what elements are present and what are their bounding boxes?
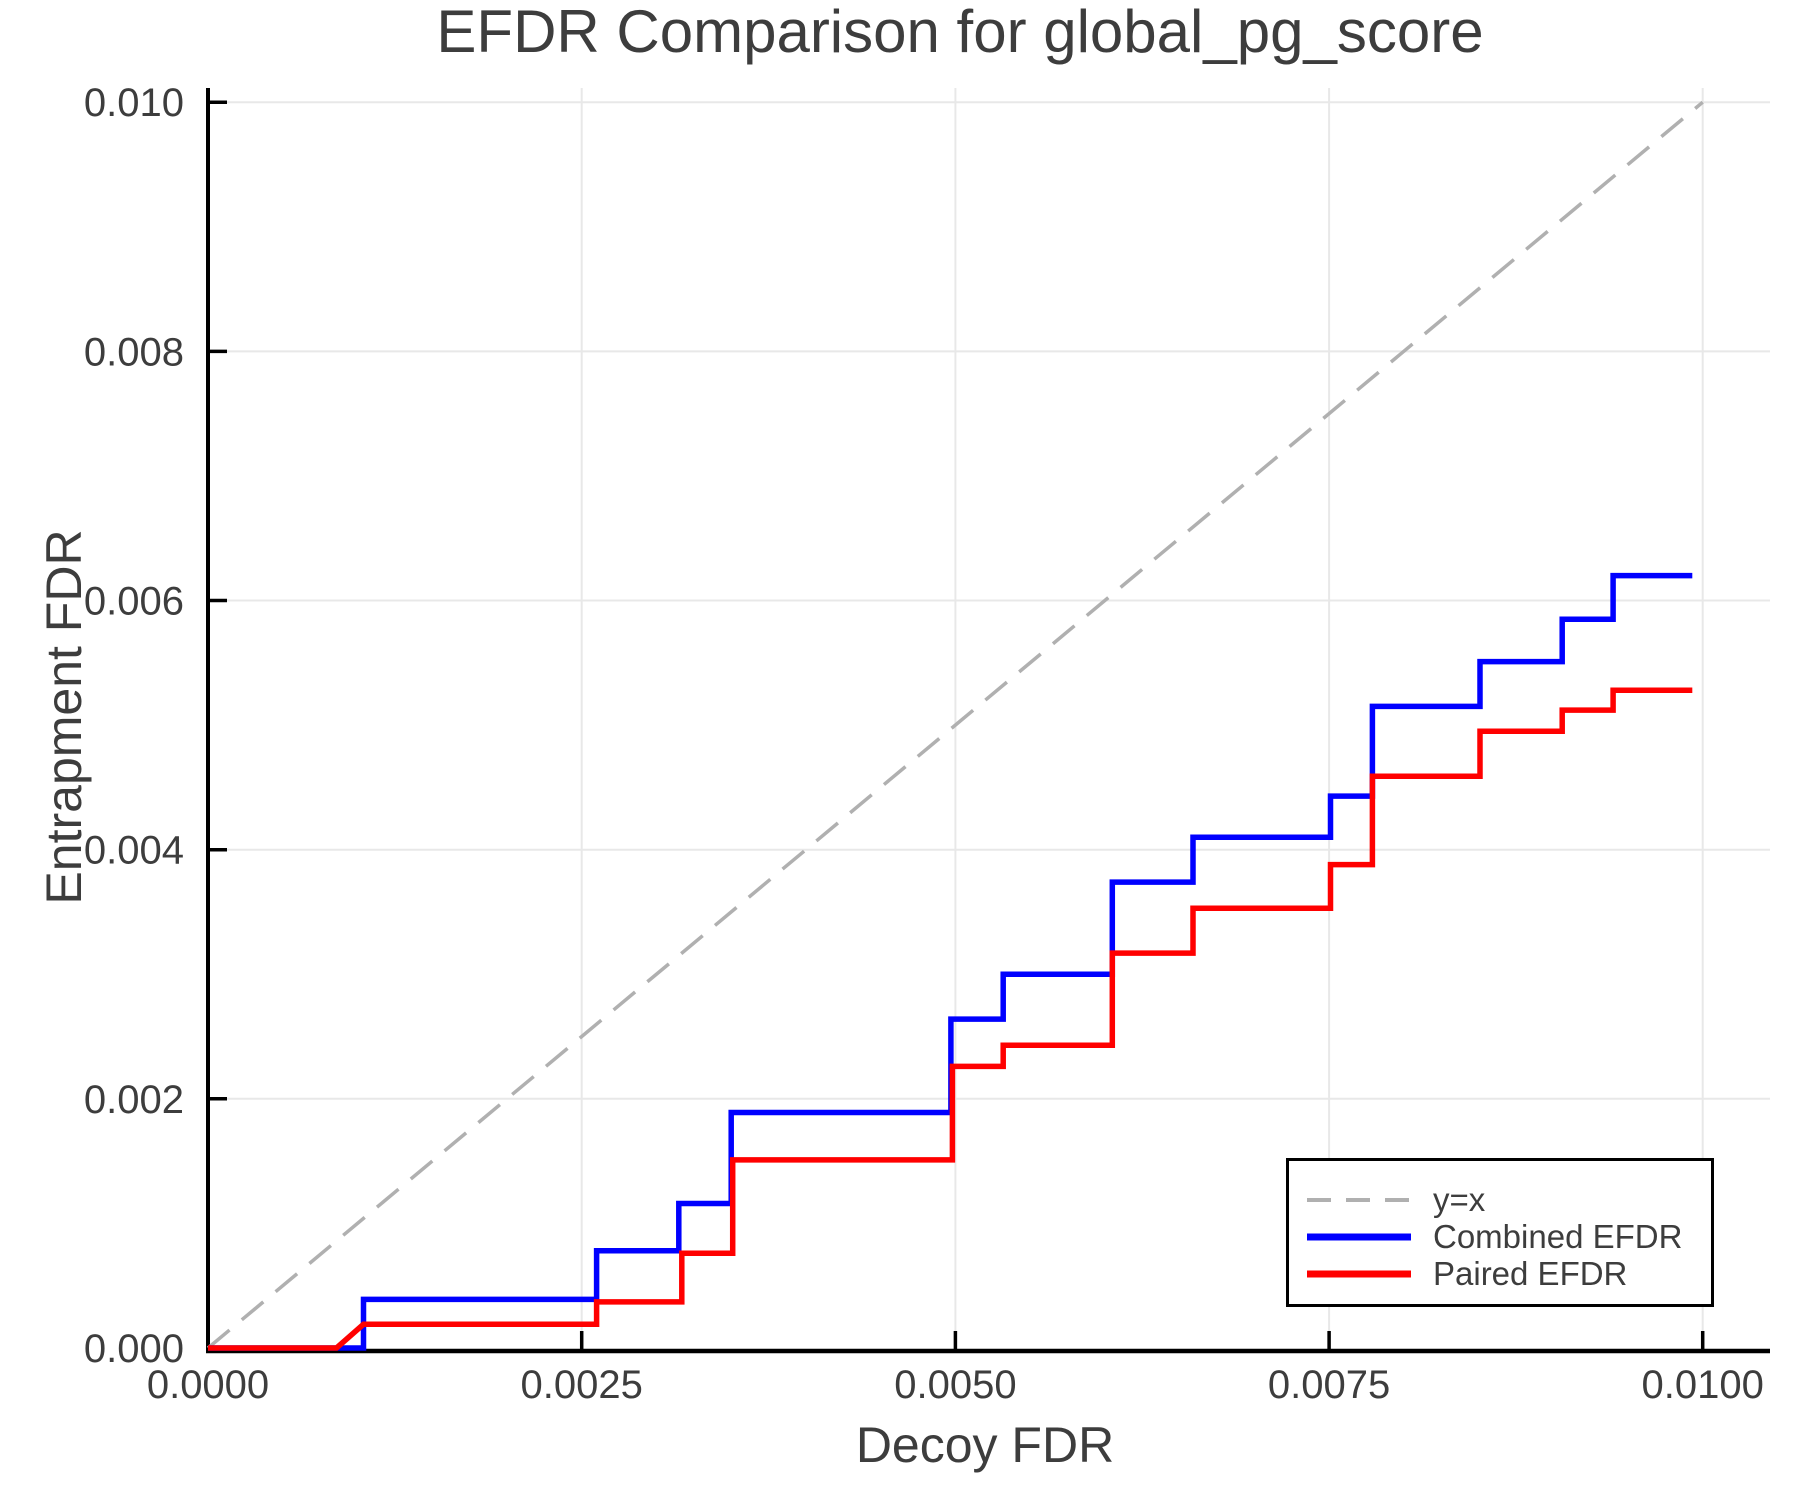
legend-item-paired-efdr: Paired EFDR [1305,1255,1711,1292]
legend-label-combined-efdr: Combined EFDR [1433,1218,1683,1255]
y-tick-label: 0.000 [84,1327,184,1371]
x-tick-label: 0.0025 [521,1363,643,1407]
blue-line-sample-icon [1307,1233,1411,1240]
y-tick-label: 0.004 [84,829,184,873]
legend-item-y-equals-x: y=x [1305,1181,1711,1218]
reference-line-y-equals-x [206,100,1704,1350]
x-axis-label: Decoy FDR [855,1417,1115,1473]
dashed-line-sample-icon [1307,1197,1411,1202]
legend-item-combined-efdr: Combined EFDR [1305,1218,1711,1255]
x-tick-label: 0.0100 [1642,1363,1764,1407]
paired-efdr-line [208,687,1693,1351]
y-tick-label: 0.006 [84,580,184,624]
legend-label-y-equals-x: y=x [1433,1181,1486,1218]
combined-efdr-line [208,572,1693,1351]
y-tick-label: 0.010 [84,81,184,125]
x-tick-label: 0.0050 [894,1363,1016,1407]
legend: y=x Combined EFDR Paired EFDR [1286,1158,1714,1307]
y-axis-label: Entrapment FDR [36,529,92,905]
legend-label-paired-efdr: Paired EFDR [1433,1255,1628,1292]
chart-title: EFDR Comparison for global_pg_score [436,0,1484,65]
x-tick-label: 0.0075 [1268,1363,1390,1407]
y-tick-label: 0.002 [84,1078,184,1122]
red-line-sample-icon [1307,1270,1411,1277]
y-tick-label: 0.008 [84,330,184,374]
x-tick-label: 0.0000 [147,1363,269,1407]
